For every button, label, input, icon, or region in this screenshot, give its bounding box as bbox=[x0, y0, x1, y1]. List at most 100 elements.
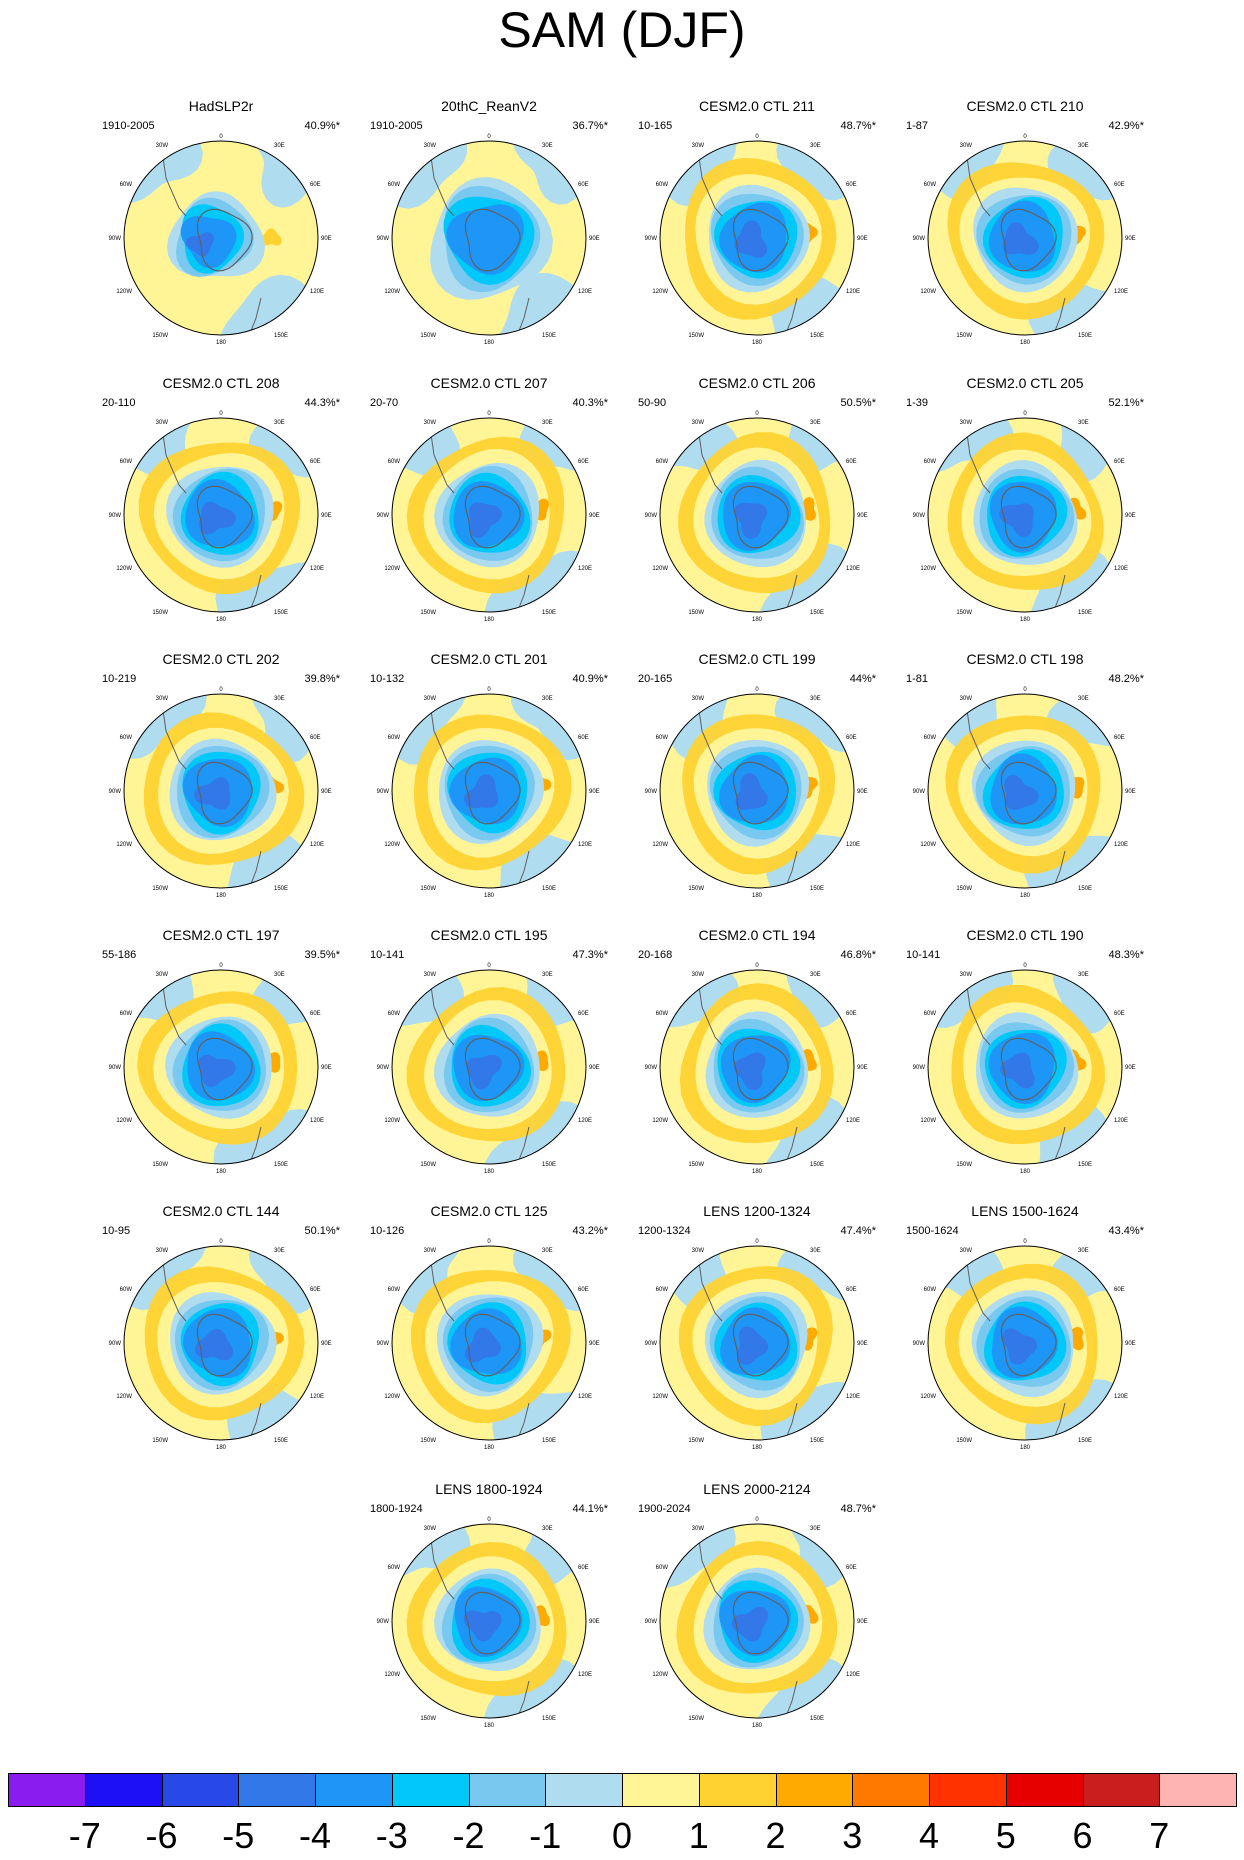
longitude-label: 30W bbox=[960, 696, 973, 702]
longitude-label: 150E bbox=[274, 610, 288, 616]
south-america-coastline bbox=[160, 695, 187, 770]
longitude-label: 60E bbox=[846, 1287, 857, 1293]
longitude-label: 0 bbox=[219, 687, 223, 693]
longitude-label: 60E bbox=[310, 1011, 321, 1017]
longitude-label: 150W bbox=[688, 1438, 704, 1444]
south-america-coastline bbox=[696, 971, 723, 1046]
panel-period: 50-90 bbox=[638, 397, 667, 409]
colorbar-box bbox=[775, 1773, 854, 1807]
polar-map: 0 180 90W 90E 30W 60W 150W 120W 30E 60E 150E 120E bbox=[645, 687, 868, 899]
longitude-label: 90W bbox=[913, 1341, 926, 1347]
contour-field bbox=[392, 970, 586, 1164]
longitude-label: 60W bbox=[120, 459, 133, 465]
longitude-label: 120W bbox=[116, 1118, 132, 1124]
longitude-label: 150W bbox=[420, 1162, 436, 1168]
panel-title: CESM2.0 CTL 210 bbox=[966, 98, 1084, 114]
longitude-label: 150E bbox=[274, 886, 288, 892]
map-panel: CESM2.0 CTL 208 20-110 44.3%* 0 180 90W 90E 30W… bbox=[86, 375, 356, 645]
longitude-label: 150E bbox=[274, 1438, 288, 1444]
longitude-label: 120W bbox=[652, 1118, 668, 1124]
south-america-coastline bbox=[428, 1525, 455, 1600]
longitude-label: 60E bbox=[310, 459, 321, 465]
panel-title: HadSLP2r bbox=[188, 98, 254, 114]
colorbar-tick-label: 2 bbox=[765, 1815, 786, 1856]
colorbar-tick-label: 1 bbox=[688, 1815, 709, 1856]
map-panel: CESM2.0 CTL 207 20-70 40.3%* 0 180 90W 90E 30W 6… bbox=[354, 375, 624, 645]
longitude-label: 60E bbox=[578, 182, 589, 188]
longitude-label: 120E bbox=[578, 1118, 592, 1124]
map-border bbox=[659, 1245, 855, 1441]
panel-title: LENS 1500-1624 bbox=[971, 1203, 1079, 1219]
antarctica-coastline bbox=[1000, 1037, 1057, 1101]
colorbar-box bbox=[8, 1773, 86, 1807]
panel-percent: 40.9%* bbox=[304, 120, 340, 132]
longitude-label: 90W bbox=[377, 236, 390, 242]
contour-field bbox=[928, 1246, 1122, 1440]
contour-field bbox=[124, 1246, 318, 1440]
map-border bbox=[123, 969, 319, 1165]
longitude-label: 150E bbox=[542, 333, 556, 339]
polar-map: 0 180 90W 90E 30W 60W 150W 120W 30E 60E 150E 120E bbox=[377, 411, 600, 623]
polar-map: 0 180 90W 90E 30W 60W 150W 120W 30E 60E 150E 120E bbox=[645, 411, 868, 623]
longitude-label: 30E bbox=[1078, 972, 1089, 978]
longitude-label: 90E bbox=[1125, 1341, 1136, 1347]
panel-period: 1900-2024 bbox=[638, 1503, 691, 1515]
longitude-label: 120E bbox=[578, 842, 592, 848]
contour-field bbox=[660, 418, 854, 612]
longitude-label: 90E bbox=[1125, 789, 1136, 795]
longitude-label: 0 bbox=[1023, 1239, 1027, 1245]
longitude-label: 90W bbox=[377, 1619, 390, 1625]
panel-title: CESM2.0 CTL 195 bbox=[430, 927, 548, 943]
map-border bbox=[659, 969, 855, 1165]
panel-title: CESM2.0 CTL 207 bbox=[430, 375, 548, 391]
longitude-label: 90W bbox=[645, 1619, 658, 1625]
longitude-label: 120W bbox=[384, 289, 400, 295]
longitude-label: 0 bbox=[219, 963, 223, 969]
map-panel: CESM2.0 CTL 198 1-81 48.2%* 0 180 90W 90E 30W 60… bbox=[890, 651, 1160, 921]
map-border bbox=[123, 140, 319, 336]
longitude-label: 90W bbox=[913, 513, 926, 519]
longitude-label: 30W bbox=[156, 1248, 169, 1254]
polar-map: 0 180 90W 90E 30W 60W 150W 120W 30E 60E 150E 120E bbox=[377, 687, 600, 899]
longitude-label: 30E bbox=[542, 1526, 553, 1532]
longitude-label: 60E bbox=[846, 182, 857, 188]
longitude-label: 30W bbox=[424, 420, 437, 426]
panel-percent: 44%* bbox=[849, 673, 876, 685]
colorbar-box bbox=[1159, 1773, 1237, 1807]
longitude-label: 120E bbox=[310, 566, 324, 572]
map-border bbox=[927, 693, 1123, 889]
antarctica-coastline bbox=[464, 208, 521, 272]
map-border bbox=[659, 417, 855, 613]
colorbar-box bbox=[852, 1773, 930, 1807]
south-america-coastline bbox=[964, 1247, 991, 1322]
longitude-label: 180 bbox=[1020, 1169, 1031, 1175]
contour-field bbox=[392, 1246, 586, 1440]
antarctica-coastline bbox=[1000, 761, 1057, 825]
south-america-coastline bbox=[160, 142, 187, 217]
panel-percent: 48.2%* bbox=[1108, 673, 1144, 685]
longitude-label: 150E bbox=[274, 1162, 288, 1168]
longitude-label: 90E bbox=[589, 236, 600, 242]
colorbar-tick-label: -7 bbox=[68, 1815, 101, 1856]
longitude-label: 30E bbox=[1078, 143, 1089, 149]
panel-title: CESM2.0 CTL 202 bbox=[162, 651, 280, 667]
south-america-coastline bbox=[160, 419, 187, 494]
longitude-label: 90E bbox=[857, 513, 868, 519]
longitude-label: 180 bbox=[752, 1723, 763, 1729]
longitude-label: 150W bbox=[956, 886, 972, 892]
panel-percent: 39.5%* bbox=[304, 949, 340, 961]
longitude-label: 180 bbox=[484, 893, 495, 899]
longitude-label: 0 bbox=[1023, 963, 1027, 969]
longitude-label: 90E bbox=[321, 513, 332, 519]
map-border bbox=[123, 1245, 319, 1441]
longitude-label: 60E bbox=[1114, 735, 1125, 741]
map-border bbox=[927, 140, 1123, 336]
longitude-label: 180 bbox=[216, 1445, 227, 1451]
longitude-label: 150E bbox=[542, 1438, 556, 1444]
antarctica-coastline bbox=[464, 1037, 521, 1101]
longitude-label: 0 bbox=[487, 687, 491, 693]
longitude-label: 90E bbox=[321, 1341, 332, 1347]
longitude-label: 90E bbox=[1125, 1065, 1136, 1071]
panel-percent: 40.9%* bbox=[572, 673, 608, 685]
south-america-coastline bbox=[160, 971, 187, 1046]
